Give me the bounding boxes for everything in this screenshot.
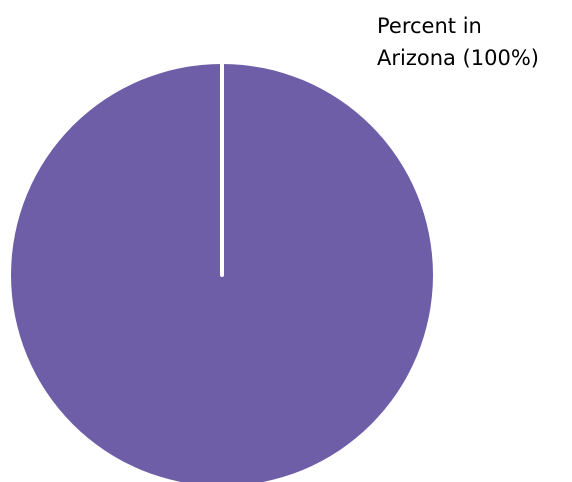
data-label-percent-in-arizona: Percent in Arizona (100%) bbox=[377, 14, 539, 70]
pie-slices bbox=[11, 62, 433, 482]
